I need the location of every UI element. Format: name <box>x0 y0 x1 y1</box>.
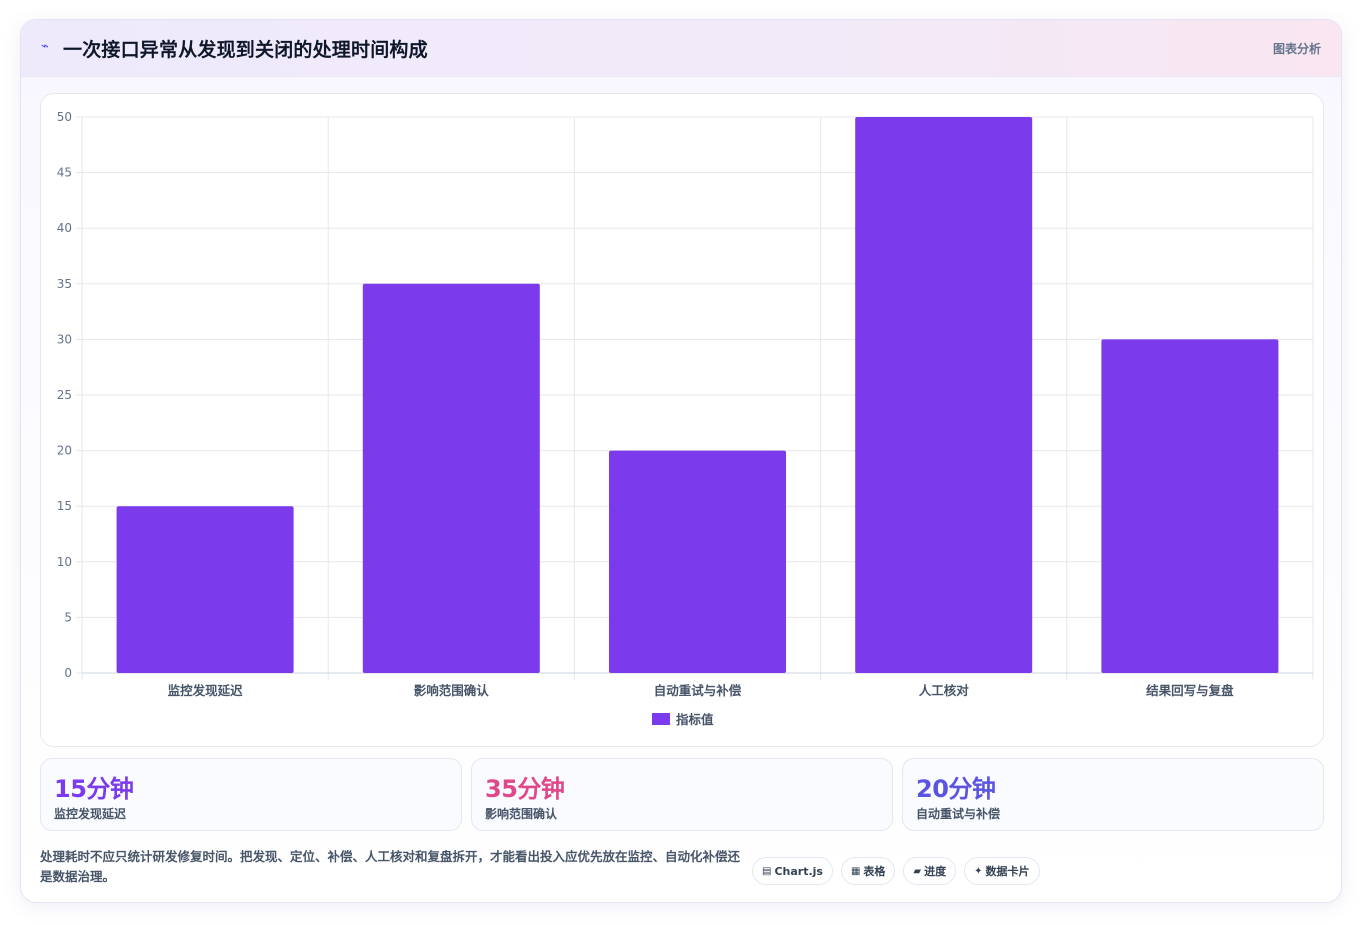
x-tick-label: 自动重试与补偿 <box>654 683 742 698</box>
bar <box>855 117 1033 673</box>
stat-value: 20分钟 <box>916 775 996 803</box>
chip-chartjs[interactable]: ▤ Chart.js <box>752 857 833 885</box>
chart-analysis-tag: 图表分析 <box>1272 42 1321 56</box>
y-tick-label: 15 <box>57 499 72 513</box>
card-header: ⌁ 一次接口异常从发现到关闭的处理时间构成 图表分析 <box>21 20 1341 77</box>
chip-progress[interactable]: ▰ 进度 <box>903 857 957 885</box>
table-icon: ▦ <box>850 865 861 877</box>
y-tick-label: 0 <box>64 666 72 680</box>
x-tick-label: 结果回写与复盘 <box>1146 683 1234 698</box>
y-tick-label: 50 <box>57 110 72 124</box>
stat-value: 35分钟 <box>485 775 565 803</box>
progress-icon: ▰ <box>913 865 922 877</box>
bar <box>1101 339 1279 673</box>
chart-container: 0 5 10 15 20 25 30 35 40 45 50 监控发现延迟 影响范围确认 自动重试与补偿 人… <box>40 93 1324 747</box>
chip-table[interactable]: ▦ 表格 <box>840 857 896 885</box>
chip-row: ▤ Chart.js ▦ 表格 ▰ 进度 ✦ 数据卡片 <box>752 857 1040 885</box>
y-tick-label: 45 <box>57 166 72 180</box>
stat-card-2: 35分钟 影响范围确认 <box>471 758 893 831</box>
stat-label: 自动重试与补偿 <box>916 807 1001 821</box>
y-tick-label: 20 <box>57 444 72 458</box>
stat-value: 15分钟 <box>54 775 134 803</box>
sparkle-icon: ✦ <box>974 865 983 877</box>
chip-label: 表格 <box>863 865 886 878</box>
stat-card-1: 15分钟 监控发现延迟 <box>40 758 462 831</box>
bar-chart: 0 5 10 15 20 25 30 35 40 45 50 监控发现延迟 影响范围确认 自动重试与补偿 人… <box>57 110 1314 727</box>
chart-icon: ▤ <box>762 865 772 877</box>
chip-label: 进度 <box>924 865 947 878</box>
chip-label: 数据卡片 <box>985 865 1030 878</box>
y-tick-label: 30 <box>57 332 72 346</box>
x-tick-label: 影响范围确认 <box>414 683 490 698</box>
chart-title: 一次接口异常从发现到关闭的处理时间构成 <box>63 39 428 61</box>
x-tick-label: 监控发现延迟 <box>168 683 244 698</box>
footer-description: 处理耗时不应只统计研发修复时间。把发现、定位、补偿、人工核对和复盘拆开，才能看出… <box>40 849 741 884</box>
y-tick-label: 40 <box>57 221 72 235</box>
bar <box>116 506 294 673</box>
bar <box>609 450 786 673</box>
stat-label: 监控发现延迟 <box>54 807 127 821</box>
legend-swatch <box>652 713 670 725</box>
x-tick-label: 人工核对 <box>919 683 970 698</box>
legend-label: 指标值 <box>676 712 714 727</box>
chip-label: Chart.js <box>774 864 823 878</box>
y-tick-label: 25 <box>57 388 72 402</box>
y-tick-label: 10 <box>57 555 72 569</box>
chip-data-card[interactable]: ✦ 数据卡片 <box>964 857 1040 885</box>
bar <box>362 283 540 673</box>
pulse-icon: ⌁ <box>41 39 49 54</box>
y-tick-label: 35 <box>57 277 72 291</box>
y-tick-label: 5 <box>64 610 72 624</box>
chart-card: ⌁ 一次接口异常从发现到关闭的处理时间构成 图表分析 0 5 10 15 20 25 30 3… <box>20 19 1342 903</box>
stat-label: 影响范围确认 <box>485 807 558 821</box>
stat-card-3: 20分钟 自动重试与补偿 <box>902 758 1324 831</box>
